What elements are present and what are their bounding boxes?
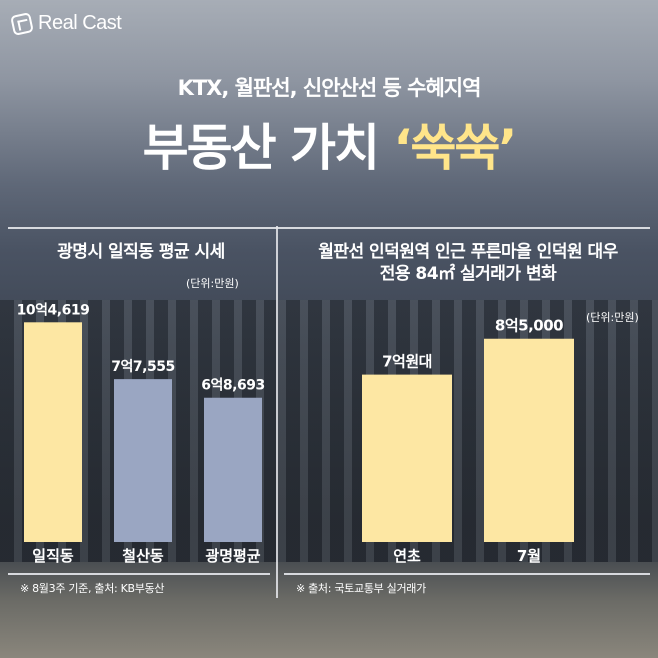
logo-text: Real Cast xyxy=(38,12,122,34)
left-bar-1 xyxy=(24,322,82,542)
left-data-label-3: 6억8,693 xyxy=(201,378,264,394)
left-category-label-1: 일직동 xyxy=(32,547,74,565)
page-subtitle: KTX, 월판선, 신안산선 등 수혜지역 xyxy=(177,76,482,100)
right-title-line2: 전용 84㎡ 실거래가 변화 xyxy=(379,264,557,284)
top-divider-line xyxy=(8,227,650,229)
title-main: 부동산 가치 xyxy=(142,119,380,177)
brand-logo: Real Cast xyxy=(10,11,122,36)
right-bar-1 xyxy=(362,374,452,542)
page-title: 부동산 가치 ‘쑥쑥’ xyxy=(0,108,658,180)
left-bar-chart: 10억4,619 일직동 7억7,555 철산동 6억8,693 광명평균 xyxy=(17,302,266,565)
right-data-label-2: 8억5,000 xyxy=(495,317,563,335)
left-category-label-2: 철산동 xyxy=(122,547,164,565)
right-baseline xyxy=(284,573,650,575)
left-category-label-3: 광명평균 xyxy=(205,547,260,565)
left-unit-label: (단위:만원) xyxy=(186,277,239,290)
title-highlight: ‘쑥쑥’ xyxy=(393,119,517,177)
left-data-label-2: 7억7,555 xyxy=(111,359,174,375)
left-panel-title: 광명시 일직동 평균 시세 xyxy=(57,242,225,262)
left-baseline xyxy=(8,573,270,575)
left-data-label-1: 10억4,619 xyxy=(17,302,90,318)
right-bar-2 xyxy=(484,338,574,542)
right-category-label-2: 7월 xyxy=(517,547,541,565)
right-source-note: ※ 출처: 국토교통부 실거래가 xyxy=(296,582,426,595)
right-category-label-1: 연초 xyxy=(393,547,421,565)
right-unit-label: (단위:만원) xyxy=(586,311,639,324)
logo-icon xyxy=(10,11,34,36)
right-panel-title: 월판선 인덕원역 인근 푸른마을 인덕원 대우 전용 84㎡ 실거래가 변화 xyxy=(282,241,654,285)
right-data-label-1: 7억원대 xyxy=(382,353,432,371)
panel-divider xyxy=(276,226,278,598)
ground-photo-backdrop xyxy=(0,562,658,658)
left-source-note: ※ 8월3주 기준, 출처: KB부동산 xyxy=(20,582,165,595)
left-bar-2 xyxy=(114,379,172,542)
left-bar-3 xyxy=(204,397,262,542)
right-title-line1: 월판선 인덕원역 인근 푸른마을 인덕원 대우 xyxy=(318,242,618,262)
